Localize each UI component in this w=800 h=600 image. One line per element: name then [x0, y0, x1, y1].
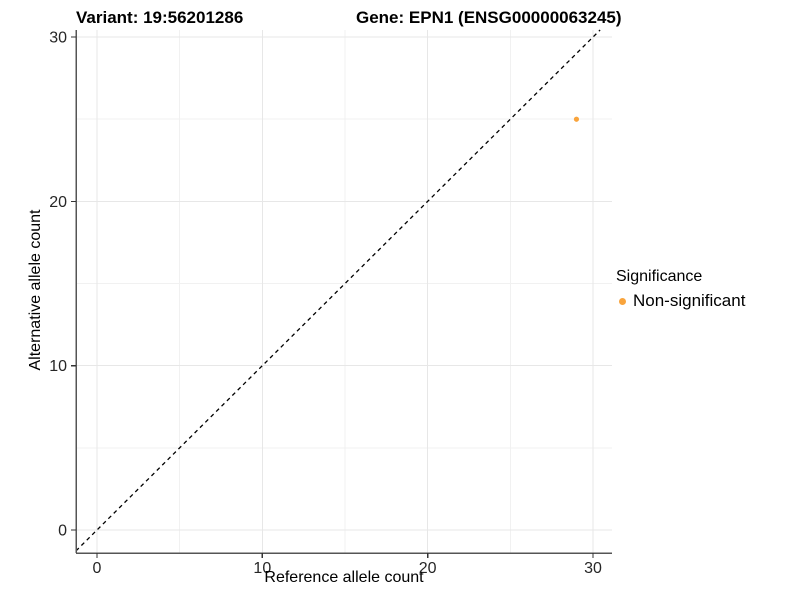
x-axis-title: Reference allele count: [264, 569, 424, 586]
legend: Significance Non-significant: [616, 267, 745, 311]
y-axis-title: Alternative allele count: [27, 209, 44, 371]
gene-title: Gene: EPN1 (ENSG00000063245): [356, 8, 622, 27]
y-tick-label: 0: [58, 522, 67, 539]
x-tick-label: 10: [253, 560, 271, 577]
x-tick-label: 20: [419, 560, 437, 577]
legend-point-icon: [619, 297, 626, 305]
legend-title: Significance: [616, 268, 703, 285]
y-tick-label: 30: [49, 30, 67, 47]
x-tick-label: 0: [93, 560, 102, 577]
y-tick-label: 20: [49, 194, 67, 211]
legend-item: Non-significant: [616, 291, 745, 311]
x-tick-label: 30: [584, 560, 602, 577]
data-point: [573, 116, 580, 122]
legend-item-label: Non-significant: [633, 291, 746, 310]
variant-title: Variant: 19:56201286: [76, 8, 244, 27]
y-tick-label: 10: [49, 358, 67, 375]
identity-dashed-line: [75, 29, 601, 552]
